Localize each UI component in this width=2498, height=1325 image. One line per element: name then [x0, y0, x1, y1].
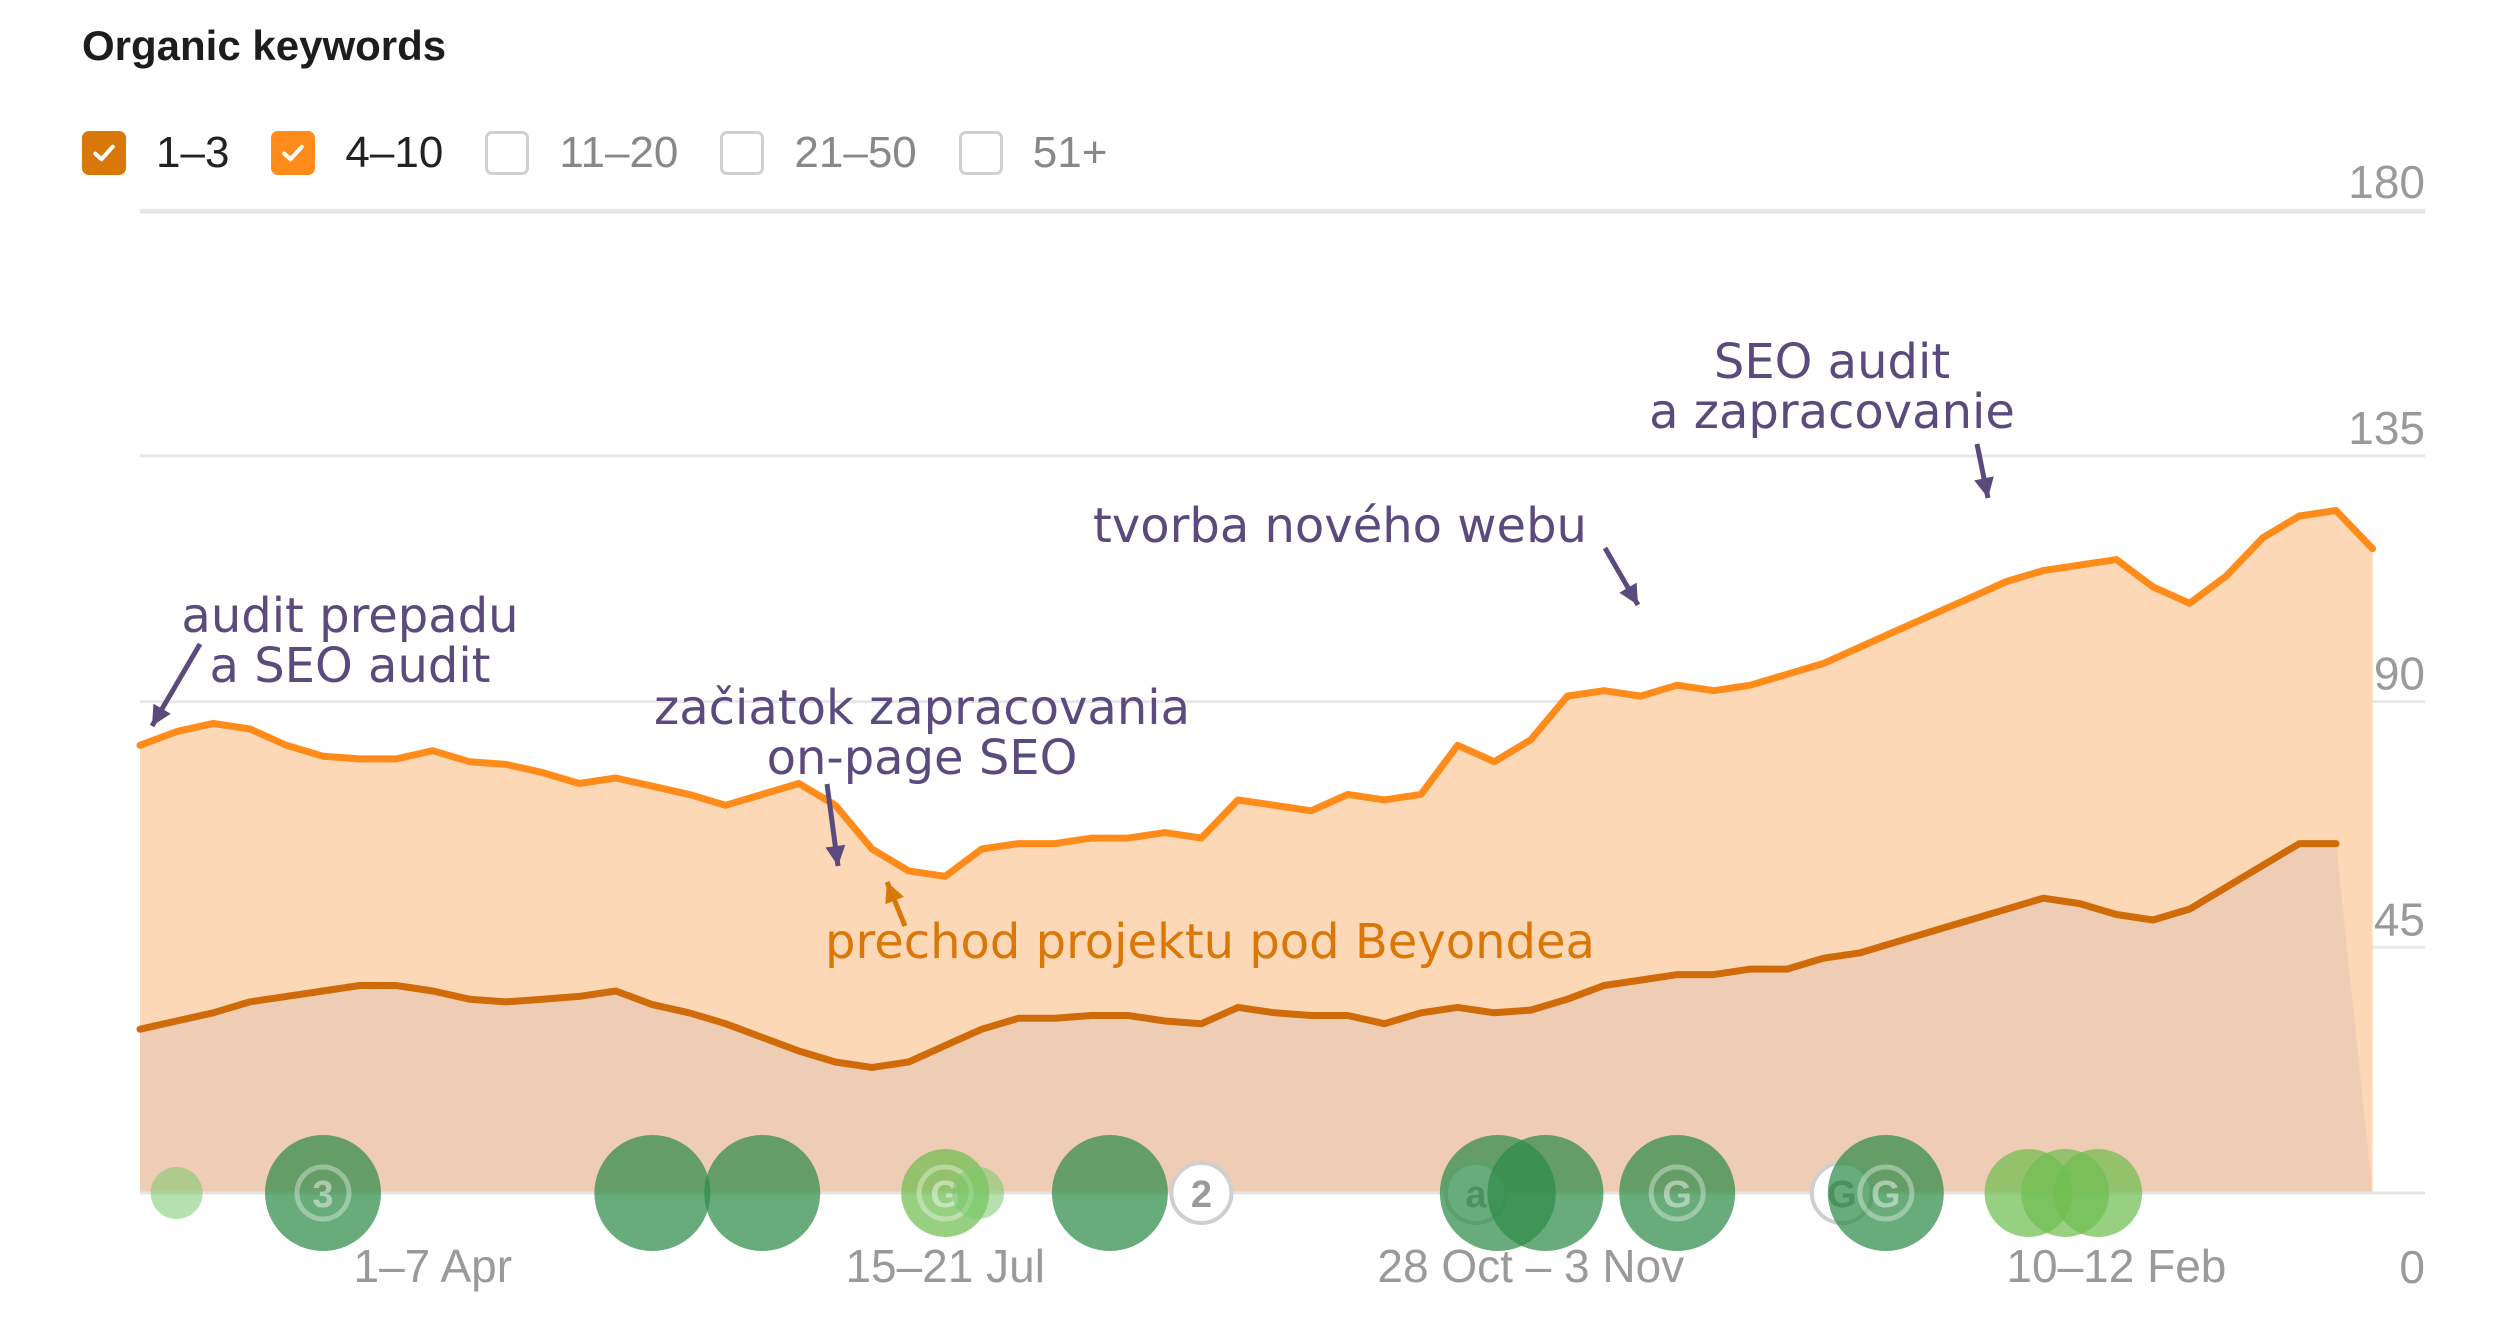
event-marker: [1169, 1161, 1234, 1225]
annotation-label: on-page SEO: [767, 730, 1078, 786]
annotation-arrowhead: [885, 882, 904, 905]
event-label: 3: [312, 1174, 333, 1216]
y-tick-label: 0: [2399, 1241, 2425, 1293]
legend-item-1-3[interactable]: 1–3: [82, 128, 229, 178]
checkbox-21-50[interactable]: [720, 131, 765, 175]
event-marker: [265, 1135, 381, 1251]
event-marker: [150, 1167, 203, 1219]
event-marker: [1051, 1135, 1168, 1251]
legend-item-21-50[interactable]: 21–50: [720, 128, 917, 178]
check-icon: [93, 144, 115, 162]
area-1-3: [140, 843, 2373, 1193]
annotation-label: začiatok zapracovania: [654, 680, 1190, 736]
checkbox-11-20[interactable]: [485, 131, 530, 175]
checkbox-1-3[interactable]: [82, 131, 126, 175]
legend-label-21-50: 21–50: [794, 128, 917, 177]
annotation-label: prechod projektu pod Beyondea: [825, 914, 1595, 970]
annotation-arrowhead: [825, 844, 846, 866]
event-label: G: [1662, 1174, 1692, 1216]
annotation-arrowhead: [1619, 582, 1638, 605]
event-marker: [1487, 1135, 1604, 1251]
y-tick-label: 180: [2348, 156, 2425, 208]
event-marker: [704, 1135, 821, 1251]
annotation-arrowhead: [1974, 476, 1994, 498]
annotation-arrowhead: [152, 703, 171, 726]
legend-item-11-20[interactable]: 11–20: [485, 128, 678, 178]
event-marker: [2054, 1149, 2143, 1237]
y-tick-label: 90: [2374, 648, 2425, 700]
event-marker: [1619, 1135, 1736, 1251]
legend-label-51-plus: 51+: [1032, 128, 1108, 177]
event-label: G: [1871, 1174, 1901, 1216]
x-tick-label: 15–21 Jul: [845, 1240, 1045, 1292]
y-tick-label: 45: [2374, 893, 2425, 945]
x-tick-label: 1–7 Apr: [354, 1240, 513, 1292]
checkbox-4-10[interactable]: [271, 131, 316, 175]
legend-item-51-plus[interactable]: 51+: [958, 128, 1108, 178]
legend-label-1-3: 1–3: [156, 128, 230, 177]
series-line-1-3: [136, 840, 2340, 1071]
annotation-label: a zapracovanie: [1649, 384, 2015, 440]
event-badge-ring: [1857, 1164, 1915, 1222]
event-badge-ring: [294, 1164, 352, 1222]
legend-label-4-10: 4–10: [345, 128, 444, 177]
event-marker: [594, 1135, 711, 1251]
legend: 1–3 4–10 11–20 21–50 51+: [82, 128, 1149, 178]
series-line-4-10: [136, 507, 2377, 880]
legend-label-11-20: 11–20: [559, 128, 679, 177]
y-tick-label: 135: [2348, 402, 2425, 454]
checkbox-51-plus[interactable]: [958, 131, 1003, 175]
legend-item-4-10[interactable]: 4–10: [271, 128, 443, 178]
check-icon: [282, 144, 305, 162]
event-marker: [952, 1167, 1005, 1219]
annotation-label: SEO audit: [1714, 334, 1950, 390]
annotation-label: a SEO audit: [210, 638, 491, 694]
annotation-label: tvorba nového webu: [1093, 498, 1587, 554]
chart-title: Organic keywords: [82, 22, 447, 69]
x-tick-label: 10–12 Feb: [2006, 1240, 2226, 1292]
event-marker: [1827, 1135, 1944, 1251]
annotation-label: audit prepadu: [181, 588, 518, 644]
x-tick-label: 28 Oct – 3 Nov: [1377, 1240, 1684, 1292]
event-label: 2: [1191, 1174, 1212, 1216]
event-badge-ring: [1648, 1164, 1706, 1222]
